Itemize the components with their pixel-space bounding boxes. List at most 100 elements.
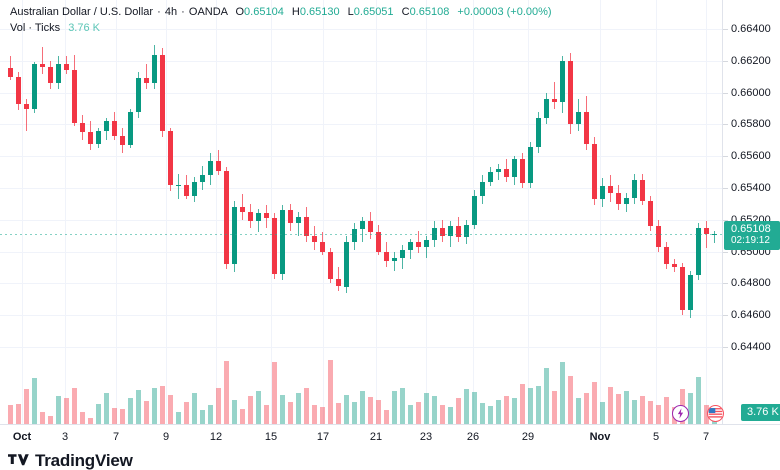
vertical-gridline xyxy=(271,0,272,424)
volume-bar xyxy=(8,404,13,424)
volume-bar xyxy=(24,388,29,424)
candle-body xyxy=(448,226,453,236)
candle-body xyxy=(136,78,141,112)
price-tick-label: 0.66200 xyxy=(731,55,771,67)
bar-countdown: 02:19:12 xyxy=(731,235,770,246)
vertical-gridline xyxy=(166,0,167,424)
candle-body xyxy=(272,218,277,274)
price-tick-label: 0.65600 xyxy=(731,150,771,162)
chart-pane[interactable] xyxy=(0,0,722,424)
time-tick-label: Nov xyxy=(589,431,611,443)
volume-bar xyxy=(472,392,477,424)
volume-bar xyxy=(88,417,93,424)
price-tick-label: 0.66000 xyxy=(731,87,771,99)
price-tick-dash xyxy=(723,61,728,62)
volume-bar xyxy=(392,391,397,424)
candle-body xyxy=(624,197,629,204)
footer: TradingView xyxy=(0,450,780,470)
volume-bar xyxy=(504,395,509,424)
candle-wick xyxy=(554,81,555,109)
price-axis[interactable]: 0.65108 02:19:12 3.76 K 0.66400 0.66200 0.… xyxy=(722,0,780,424)
time-tick-label: 29 xyxy=(521,431,535,443)
volume-legend-row[interactable]: Vol · Ticks 3.76 K xyxy=(10,21,552,35)
lightning-icon[interactable] xyxy=(672,405,689,422)
candle-wick xyxy=(178,173,179,200)
high-label: H xyxy=(291,6,300,18)
volume-bar xyxy=(408,405,413,424)
volume-bar xyxy=(128,398,133,424)
time-tick-label: 21 xyxy=(369,431,383,443)
change-value: +0.00003 (+0.00%) xyxy=(457,6,552,18)
candle-body xyxy=(232,207,237,265)
volume-bar xyxy=(136,390,141,424)
candle-wick xyxy=(146,64,147,90)
candle-body xyxy=(592,143,597,200)
us-flag-icon[interactable] xyxy=(707,405,724,422)
candlestick-series-layer xyxy=(8,45,717,319)
time-tick-label: 5 xyxy=(652,431,660,443)
price-tick-dash xyxy=(723,156,728,157)
candle-body xyxy=(32,64,37,109)
volume-bar xyxy=(248,396,253,424)
interval-label[interactable]: 4h xyxy=(164,6,178,18)
time-tick-label: 7 xyxy=(112,431,120,443)
volume-bar xyxy=(592,381,597,424)
current-price-badge[interactable]: 0.65108 02:19:12 xyxy=(724,221,780,250)
volume-bar xyxy=(584,393,589,424)
legend-separator-2: · xyxy=(181,6,185,18)
volume-bar xyxy=(240,408,245,424)
exchange-label[interactable]: OANDA xyxy=(188,6,228,18)
candle-body xyxy=(552,99,557,103)
candle-body xyxy=(96,130,101,144)
candle-body xyxy=(256,213,261,222)
candle-body xyxy=(368,221,373,233)
horizontal-gridline xyxy=(0,61,722,62)
candle-body xyxy=(184,184,189,196)
close-value: 0.65108 xyxy=(409,6,450,18)
candle-body xyxy=(456,226,461,238)
candle-body xyxy=(584,111,589,144)
close-label: C xyxy=(401,6,410,18)
candle-body xyxy=(704,227,709,235)
symbol-info-row[interactable]: Australian Dollar / U.S. Dollar · 4h · O… xyxy=(10,5,552,19)
candle-body xyxy=(400,249,405,258)
candle-body xyxy=(424,240,429,247)
volume-series-layer xyxy=(8,360,717,424)
candle-body xyxy=(608,186,613,193)
candle-body xyxy=(664,246,669,265)
candle-body xyxy=(264,213,269,219)
volume-bar xyxy=(152,387,157,424)
candle-body xyxy=(680,267,685,311)
volume-bar xyxy=(600,401,605,424)
candle-body xyxy=(8,68,13,77)
candle-body xyxy=(488,172,493,182)
candle-wick xyxy=(242,194,243,220)
tradingview-logo[interactable]: TradingView xyxy=(8,451,133,470)
price-tick-label: 0.65400 xyxy=(731,182,771,194)
candle-body xyxy=(216,160,221,171)
vertical-gridline xyxy=(600,0,601,424)
candle-body xyxy=(104,121,109,131)
volume-bar xyxy=(688,393,693,424)
tradingview-logo-text: TradingView xyxy=(35,451,133,470)
low-label: L xyxy=(347,6,354,18)
horizontal-gridline xyxy=(0,252,722,253)
candle-body xyxy=(528,146,533,184)
volume-bar xyxy=(552,390,557,424)
candle-body xyxy=(40,64,45,68)
price-tick-dash xyxy=(723,315,728,316)
candle-wick xyxy=(498,164,499,181)
symbol-name[interactable]: Australian Dollar / U.S. Dollar xyxy=(10,6,154,18)
tradingview-mark-icon xyxy=(8,454,29,466)
price-tick-dash xyxy=(723,283,728,284)
open-label: O xyxy=(235,6,245,18)
candle-body xyxy=(344,242,349,287)
time-axis[interactable]: Oct 3 7 9 12 15 17 21 23 26 29 Nov 5 7 xyxy=(0,424,780,450)
horizontal-gridline xyxy=(0,220,722,221)
candle-body xyxy=(320,242,325,252)
candle-body xyxy=(496,168,501,173)
candle-wick xyxy=(362,216,363,242)
candle-body xyxy=(80,122,85,133)
volume-bar xyxy=(440,404,445,424)
volume-bar xyxy=(144,400,149,424)
